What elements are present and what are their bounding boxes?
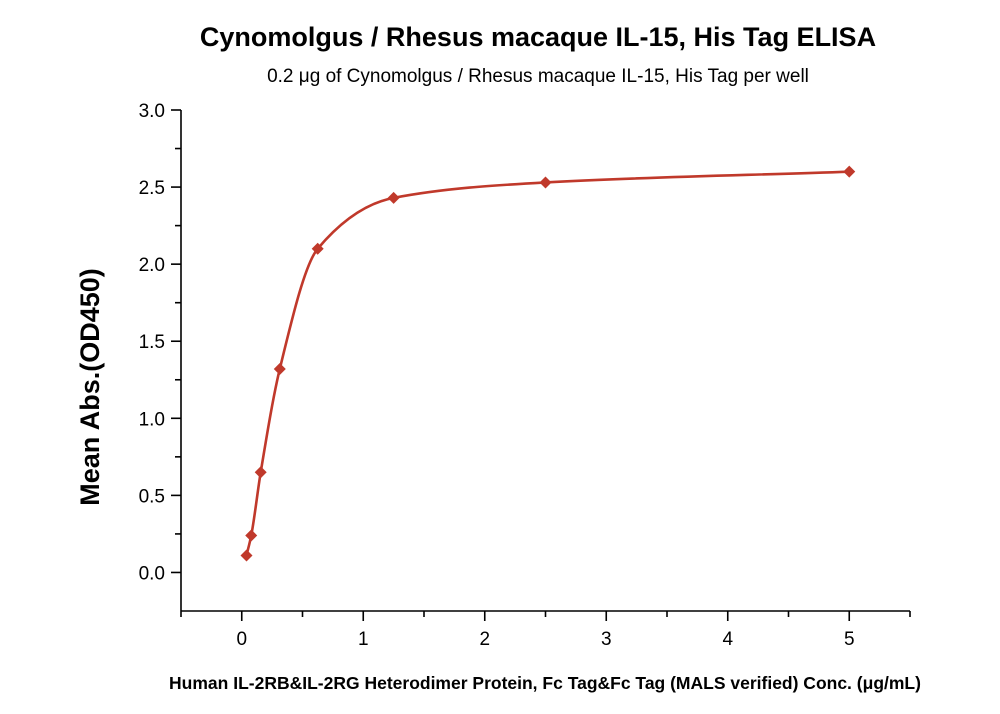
y-tick-label: 1.0 <box>139 409 165 430</box>
x-tick-group: 0 1 2 3 4 5 <box>180 611 911 650</box>
x-axis: 0 1 2 3 4 5 <box>180 610 911 650</box>
data-point <box>311 242 324 255</box>
chart-subtitle: 0.2 μg of Cynomolgus / Rhesus macaque IL… <box>267 66 809 87</box>
data-point <box>245 529 258 542</box>
y-axis: 0.0 0.5 1.0 1.5 2.0 2.5 3.0 <box>139 101 182 611</box>
fit-curve <box>245 170 850 556</box>
fit-curve-group <box>245 170 850 556</box>
x-axis-label: Human IL-2RB&IL-2RG Heterodimer Protein,… <box>169 673 921 693</box>
data-point <box>254 466 267 479</box>
y-tick-label: 2.5 <box>139 178 165 199</box>
x-tick-label: 5 <box>844 629 855 650</box>
data-point <box>240 549 253 562</box>
x-tick-label: 2 <box>479 629 490 650</box>
data-point <box>273 362 286 375</box>
chart-title: Cynomolgus / Rhesus macaque IL-15, His T… <box>200 22 876 52</box>
data-points-group <box>240 165 856 562</box>
y-tick-label: 0.5 <box>139 486 165 507</box>
y-tick-label: 2.0 <box>139 255 165 276</box>
x-tick-label: 3 <box>601 629 612 650</box>
data-point <box>539 176 552 189</box>
data-point <box>843 165 856 178</box>
x-tick-label: 4 <box>722 629 733 650</box>
data-point <box>387 191 400 204</box>
y-tick-label: 3.0 <box>139 101 165 122</box>
y-tick-label: 0.0 <box>139 563 165 584</box>
y-axis-label: Mean Abs.(OD450) <box>75 268 105 506</box>
x-tick-label: 1 <box>358 629 369 650</box>
y-tick-label: 1.5 <box>139 332 165 353</box>
x-tick-label: 0 <box>236 629 247 650</box>
y-tick-group: 0.0 0.5 1.0 1.5 2.0 2.5 3.0 <box>139 101 181 584</box>
